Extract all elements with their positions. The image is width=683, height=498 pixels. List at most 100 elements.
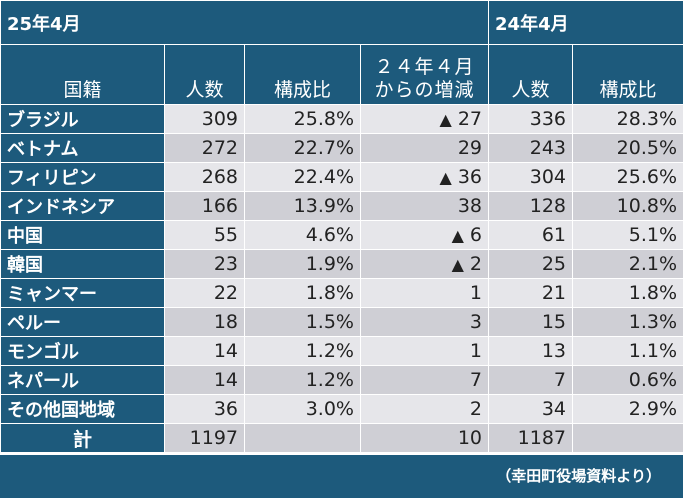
period-current: 25年4月 — [7, 13, 81, 35]
col-change: ２４年４月 からの増減 — [359, 44, 490, 105]
nationality-name: その他国地域 — [0, 394, 165, 424]
change-value: 27 — [457, 108, 483, 130]
col-count: 人数 — [164, 44, 245, 105]
period-header-row: 25年4月 24年4月 — [0, 0, 683, 45]
nationality-name: ベトナム — [0, 133, 165, 163]
period-current-cell: 25年4月 — [0, 0, 490, 45]
change-value: 3 — [469, 311, 483, 333]
change-cell: 38 — [359, 191, 490, 221]
ratio-prev-cell: 0.6% — [572, 365, 683, 395]
count-cell: 18 — [164, 307, 245, 337]
ratio-prev-cell: 1.8% — [572, 278, 683, 308]
table-row: その他国地域 36 3.0% 2 34 2.9% — [0, 394, 683, 424]
table-row: 韓国 23 1.9% ▲ 2 25 2.1% — [0, 249, 683, 279]
total-count-prev: 1187 — [488, 423, 574, 453]
ratio-prev-cell: 5.1% — [572, 220, 683, 250]
decrease-triangle-icon: ▲ — [451, 226, 464, 245]
change-value: 29 — [457, 137, 483, 159]
ratio-prev-cell: 1.1% — [572, 336, 683, 366]
count-cell: 272 — [164, 133, 245, 163]
table-row: ペルー 18 1.5% 3 15 1.3% — [0, 307, 683, 337]
change-cell: 7 — [359, 365, 490, 395]
count-prev-cell: 304 — [488, 162, 574, 192]
table-row: インドネシア 166 13.9% 38 128 10.8% — [0, 191, 683, 221]
table-row: フィリピン 268 22.4% ▲ 36 304 25.6% — [0, 162, 683, 192]
ratio-cell: 1.2% — [244, 365, 361, 395]
table-row: ベトナム 272 22.7% 29 243 20.5% — [0, 133, 683, 163]
column-header-row: 国籍 人数 構成比 ２４年４月 からの増減 人数 構成比 — [0, 44, 683, 105]
total-change: 10 — [359, 423, 490, 453]
nationality-name: フィリピン — [0, 162, 165, 192]
change-value: 36 — [457, 166, 483, 188]
count-cell: 55 — [164, 220, 245, 250]
col-ratio: 構成比 — [244, 44, 361, 105]
count-prev-cell: 243 — [488, 133, 574, 163]
ratio-cell: 13.9% — [244, 191, 361, 221]
ratio-prev-cell: 25.6% — [572, 162, 683, 192]
nationality-name: ミャンマー — [0, 278, 165, 308]
foreign-residents-table: 25年4月 24年4月 国籍 人数 構成比 ２４年４月 からの増減 人数 構成比… — [0, 0, 683, 453]
count-prev-cell: 128 — [488, 191, 574, 221]
table-body: ブラジル 309 25.8% ▲ 27 336 28.3% ベトナム 272 22.7% 29 243… — [0, 104, 683, 424]
count-cell: 309 — [164, 104, 245, 134]
change-cell: 3 — [359, 307, 490, 337]
count-cell: 22 — [164, 278, 245, 308]
ratio-prev-cell: 2.1% — [572, 249, 683, 279]
nationality-name: ペルー — [0, 307, 165, 337]
col-change-line2: からの増減 — [374, 79, 475, 101]
table-row: 中国 55 4.6% ▲ 6 61 5.1% — [0, 220, 683, 250]
total-count: 1197 — [164, 423, 245, 453]
nationality-name: モンゴル — [0, 336, 165, 366]
change-value: 38 — [457, 195, 483, 217]
ratio-cell: 1.5% — [244, 307, 361, 337]
change-cell: 1 — [359, 278, 490, 308]
count-prev-cell: 13 — [488, 336, 574, 366]
change-value: 1 — [469, 282, 483, 304]
nationality-name: 韓国 — [0, 249, 165, 279]
change-value: 7 — [469, 369, 483, 391]
ratio-prev-cell: 1.3% — [572, 307, 683, 337]
decrease-triangle-icon: ▲ — [439, 110, 452, 129]
change-cell: ▲ 6 — [359, 220, 490, 250]
count-cell: 14 — [164, 336, 245, 366]
table-row: ミャンマー 22 1.8% 1 21 1.8% — [0, 278, 683, 308]
table-row: モンゴル 14 1.2% 1 13 1.1% — [0, 336, 683, 366]
table-row: ネパール 14 1.2% 7 7 0.6% — [0, 365, 683, 395]
change-value: 2 — [469, 398, 483, 420]
change-value: 2 — [469, 253, 483, 275]
change-cell: ▲ 27 — [359, 104, 490, 134]
ratio-cell: 3.0% — [244, 394, 361, 424]
ratio-prev-cell: 10.8% — [572, 191, 683, 221]
count-prev-cell: 15 — [488, 307, 574, 337]
count-cell: 268 — [164, 162, 245, 192]
total-ratio-empty — [244, 423, 361, 453]
ratio-cell: 1.9% — [244, 249, 361, 279]
table-row: ブラジル 309 25.8% ▲ 27 336 28.3% — [0, 104, 683, 134]
nationality-name: ブラジル — [0, 104, 165, 134]
decrease-triangle-icon: ▲ — [439, 168, 452, 187]
change-cell: 29 — [359, 133, 490, 163]
count-cell: 14 — [164, 365, 245, 395]
count-prev-cell: 61 — [488, 220, 574, 250]
period-previous-cell: 24年4月 — [488, 0, 683, 45]
nationality-name: ネパール — [0, 365, 165, 395]
period-previous: 24年4月 — [495, 13, 569, 35]
col-count-prev: 人数 — [488, 44, 574, 105]
ratio-cell: 22.7% — [244, 133, 361, 163]
ratio-prev-cell: 2.9% — [572, 394, 683, 424]
change-cell: 2 — [359, 394, 490, 424]
ratio-cell: 22.4% — [244, 162, 361, 192]
count-cell: 36 — [164, 394, 245, 424]
count-prev-cell: 7 — [488, 365, 574, 395]
change-value: 1 — [469, 340, 483, 362]
source-footer: （幸田町役場資料より） — [0, 455, 683, 498]
change-cell: 1 — [359, 336, 490, 366]
ratio-cell: 4.6% — [244, 220, 361, 250]
ratio-prev-cell: 28.3% — [572, 104, 683, 134]
change-cell: ▲ 36 — [359, 162, 490, 192]
count-cell: 23 — [164, 249, 245, 279]
ratio-cell: 25.8% — [244, 104, 361, 134]
change-value: 6 — [469, 224, 483, 246]
change-cell: ▲ 2 — [359, 249, 490, 279]
